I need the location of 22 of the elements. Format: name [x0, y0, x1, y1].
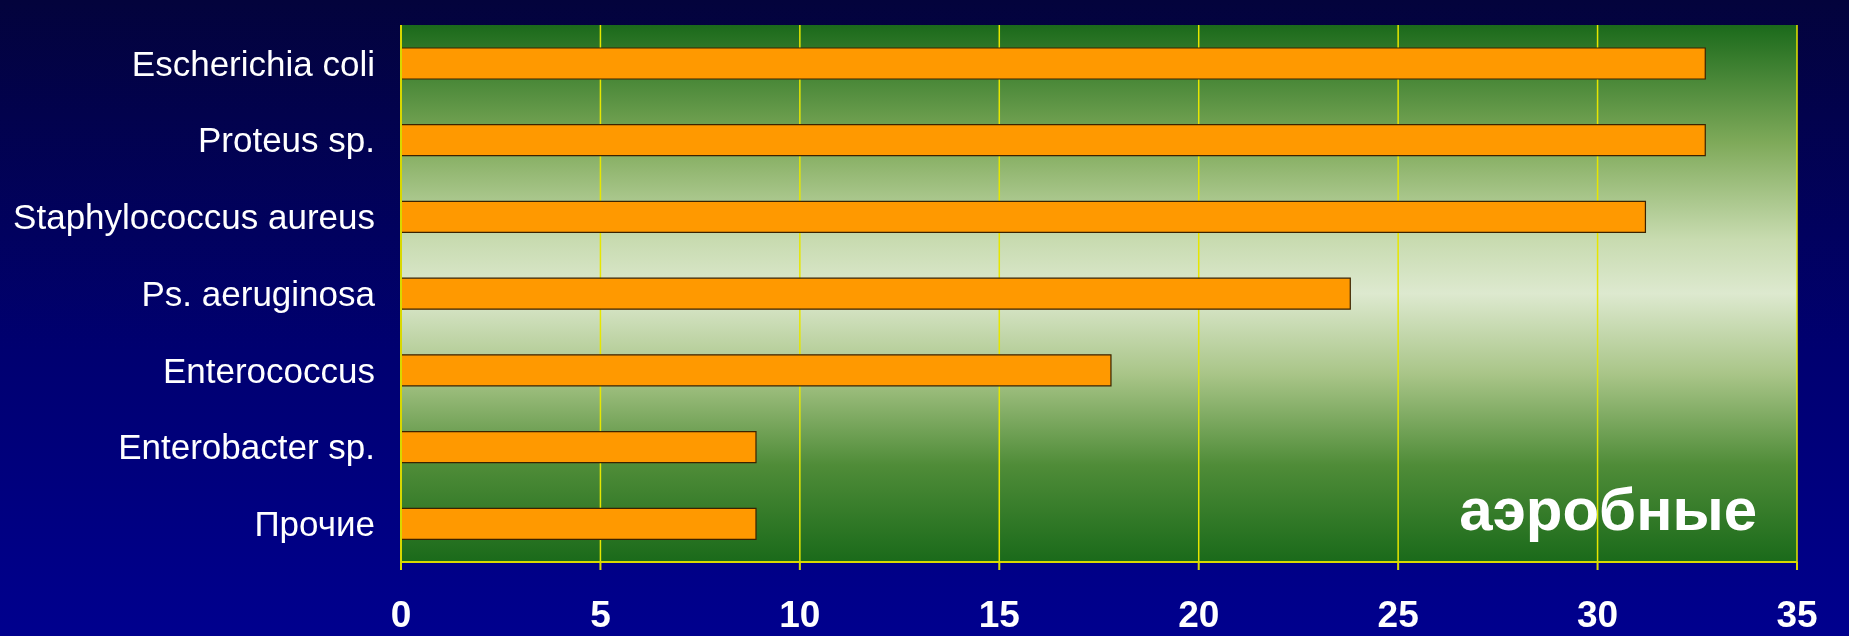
y-tick-label: Ps. aeruginosa: [141, 273, 376, 313]
bar: [401, 124, 1706, 157]
bar: [401, 277, 1351, 310]
bar: [401, 507, 757, 540]
bar: [401, 430, 757, 464]
x-tick-label: 30: [1576, 594, 1619, 636]
x-tick-label: 10: [779, 594, 821, 636]
bar: [401, 354, 1112, 387]
x-tick-label: 25: [1377, 594, 1419, 636]
x-tick-label: 15: [978, 594, 1020, 636]
y-tick-label: Enterobacter sp.: [118, 427, 375, 467]
y-tick-label: Прочие: [254, 504, 375, 544]
x-tick-label: 20: [1178, 594, 1220, 636]
x-tick-label: 35: [1776, 594, 1818, 636]
y-tick-label: Escherichia coli: [131, 43, 375, 83]
x-tick-label: 0: [390, 594, 412, 636]
y-tick-label: Enterococcus: [162, 350, 375, 390]
y-tick-label: Proteus sp.: [197, 120, 375, 160]
x-tick-label: 5: [590, 594, 611, 636]
bar: [401, 200, 1647, 234]
bar: [401, 47, 1706, 80]
y-tick-label: Staphylococcus aureus: [13, 197, 375, 237]
